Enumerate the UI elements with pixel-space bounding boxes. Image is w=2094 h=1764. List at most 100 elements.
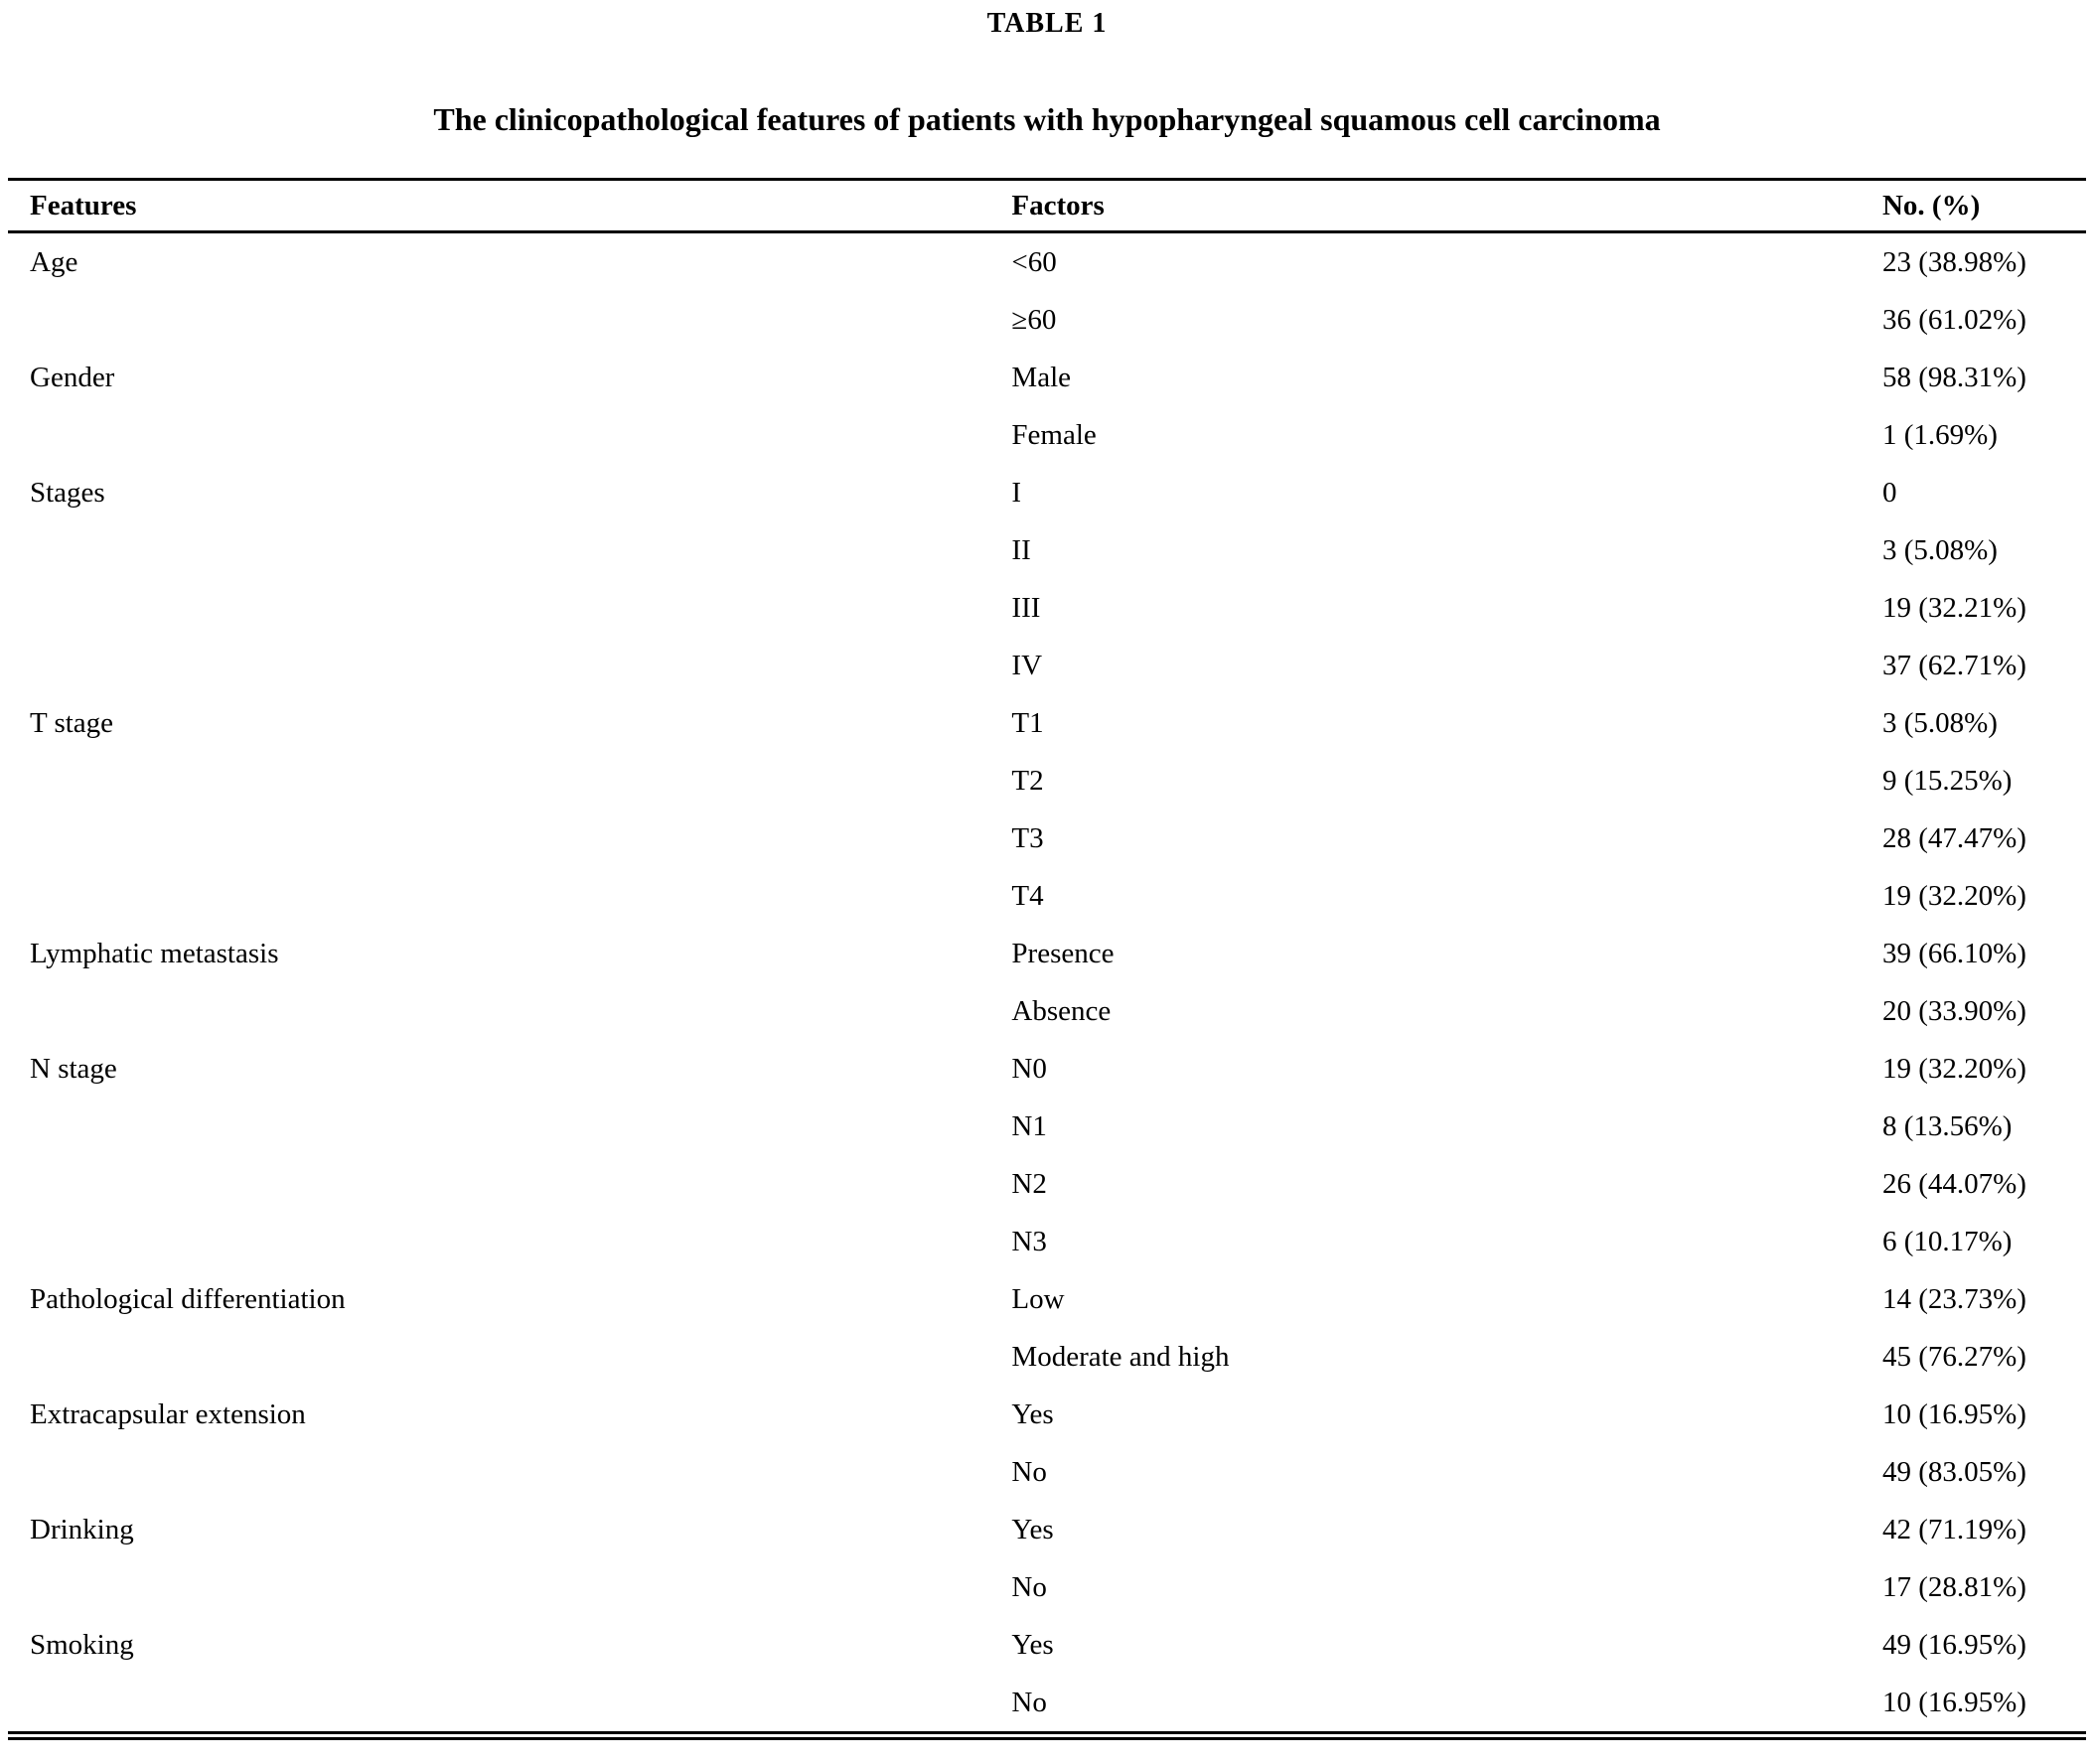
table-row: T4 19 (32.20%) xyxy=(8,867,2086,925)
factor-cell: I xyxy=(1011,476,1022,509)
factor-cell: IV xyxy=(1011,649,1043,681)
table-row: Lymphatic metastasis Presence 39 (66.10%) xyxy=(8,925,2086,982)
table-row: N3 6 (10.17%) xyxy=(8,1213,2086,1270)
value-cell: 3 (5.08%) xyxy=(1881,533,1998,566)
value-cell: 0 xyxy=(1881,476,1897,509)
table-row: N2 26 (44.07%) xyxy=(8,1155,2086,1213)
feature-cell: Stages xyxy=(30,476,105,509)
feature-cell xyxy=(8,579,1011,637)
value-cell: 20 (33.90%) xyxy=(1881,994,2026,1027)
factor-cell: Moderate and high xyxy=(1011,1340,1230,1373)
column-header-no-percent: No. (%) xyxy=(1881,189,1981,221)
factor-cell: <60 xyxy=(1011,245,1057,278)
table-row: ≥60 36 (61.02%) xyxy=(8,291,2086,349)
value-cell: 28 (47.47%) xyxy=(1881,821,2026,854)
table-row: Stages I 0 xyxy=(8,464,2086,521)
value-cell: 9 (15.25%) xyxy=(1881,764,2013,797)
value-cell: 42 (71.19%) xyxy=(1881,1513,2026,1545)
table-row: Smoking Yes 49 (16.95%) xyxy=(8,1616,2086,1674)
header-row: Features Factors No. (%) xyxy=(8,179,2086,232)
feature-cell xyxy=(8,867,1011,925)
table-label: TABLE 1 xyxy=(986,8,1108,39)
value-cell: 19 (32.20%) xyxy=(1881,1052,2026,1085)
table-row: N1 8 (13.56%) xyxy=(8,1098,2086,1155)
table-row: Female 1 (1.69%) xyxy=(8,406,2086,464)
table-row: Extracapsular extension Yes 10 (16.95%) xyxy=(8,1386,2086,1443)
value-cell: 3 (5.08%) xyxy=(1881,706,1998,739)
value-cell: 49 (83.05%) xyxy=(1881,1455,2026,1488)
value-cell: 58 (98.31%) xyxy=(1881,361,2026,393)
factor-cell: III xyxy=(1011,591,1041,624)
factor-cell: T2 xyxy=(1011,764,1044,797)
factor-cell: T1 xyxy=(1011,706,1044,739)
factor-cell: T3 xyxy=(1011,821,1044,854)
value-cell: 26 (44.07%) xyxy=(1881,1167,2026,1200)
value-cell: 36 (61.02%) xyxy=(1881,303,2026,336)
feature-cell: Pathological differentiation xyxy=(30,1282,346,1315)
table-header: Features Factors No. (%) xyxy=(8,179,2086,232)
value-cell: 10 (16.95%) xyxy=(1881,1397,2026,1430)
feature-cell xyxy=(8,1155,1011,1213)
feature-cell: Gender xyxy=(30,361,115,393)
feature-cell xyxy=(8,809,1011,867)
feature-cell: Lymphatic metastasis xyxy=(30,937,279,969)
table-row: T stage T1 3 (5.08%) xyxy=(8,694,2086,752)
feature-cell: Extracapsular extension xyxy=(30,1397,306,1430)
feature-cell xyxy=(8,752,1011,809)
factor-cell: Yes xyxy=(1011,1513,1054,1545)
factor-cell: N1 xyxy=(1011,1109,1047,1142)
table-row: II 3 (5.08%) xyxy=(8,521,2086,579)
table-row: IV 37 (62.71%) xyxy=(8,637,2086,694)
factor-cell: Male xyxy=(1011,361,1072,393)
feature-cell xyxy=(8,1443,1011,1501)
feature-cell: Smoking xyxy=(30,1628,134,1661)
table-row: Pathological differentiation Low 14 (23.73… xyxy=(8,1270,2086,1328)
feature-cell xyxy=(8,1098,1011,1155)
factor-cell: N0 xyxy=(1011,1052,1047,1085)
factor-cell: Presence xyxy=(1011,937,1115,969)
feature-cell xyxy=(8,982,1011,1040)
value-cell: 8 (13.56%) xyxy=(1881,1109,2013,1142)
feature-cell: N stage xyxy=(30,1052,117,1085)
factor-cell: No xyxy=(1011,1570,1047,1603)
value-cell: 17 (28.81%) xyxy=(1881,1570,2026,1603)
value-cell: 19 (32.20%) xyxy=(1881,879,2026,912)
column-header-factors: Factors xyxy=(1011,189,1105,221)
table-row: III 19 (32.21%) xyxy=(8,579,2086,637)
value-cell: 39 (66.10%) xyxy=(1881,937,2026,969)
table-row: T2 9 (15.25%) xyxy=(8,752,2086,809)
feature-cell xyxy=(8,1674,1011,1736)
table-row: T3 28 (47.47%) xyxy=(8,809,2086,867)
table-body: Age <60 23 (38.98%) ≥60 36 (61.02%) Gender Mal… xyxy=(8,232,2086,1736)
table-row: No 17 (28.81%) xyxy=(8,1558,2086,1616)
column-header-features: Features xyxy=(30,189,137,221)
factor-cell: N3 xyxy=(1011,1225,1047,1257)
feature-cell: T stage xyxy=(30,706,114,739)
feature-cell xyxy=(8,1213,1011,1270)
feature-cell xyxy=(8,521,1011,579)
feature-cell: Drinking xyxy=(30,1513,134,1545)
feature-cell xyxy=(8,637,1011,694)
feature-cell xyxy=(8,406,1011,464)
factor-cell: II xyxy=(1011,533,1031,566)
feature-cell: Age xyxy=(30,245,78,278)
value-cell: 1 (1.69%) xyxy=(1881,418,1998,451)
value-cell: 10 (16.95%) xyxy=(1881,1686,2026,1718)
factor-cell: Low xyxy=(1011,1282,1065,1315)
factor-cell: T4 xyxy=(1011,879,1044,912)
value-cell: 6 (10.17%) xyxy=(1881,1225,2013,1257)
table-row: Gender Male 58 (98.31%) xyxy=(8,349,2086,406)
factor-cell: Female xyxy=(1011,418,1097,451)
table-row: Age <60 23 (38.98%) xyxy=(8,232,2086,292)
table-row: Moderate and high 45 (76.27%) xyxy=(8,1328,2086,1386)
table-row: Absence 20 (33.90%) xyxy=(8,982,2086,1040)
table-row: Drinking Yes 42 (71.19%) xyxy=(8,1501,2086,1558)
factor-cell: Absence xyxy=(1011,994,1112,1027)
factor-cell: No xyxy=(1011,1686,1047,1718)
feature-cell xyxy=(8,1558,1011,1616)
value-cell: 14 (23.73%) xyxy=(1881,1282,2026,1315)
factor-cell: Yes xyxy=(1011,1397,1054,1430)
value-cell: 45 (76.27%) xyxy=(1881,1340,2026,1373)
table-row: N stage N0 19 (32.20%) xyxy=(8,1040,2086,1098)
